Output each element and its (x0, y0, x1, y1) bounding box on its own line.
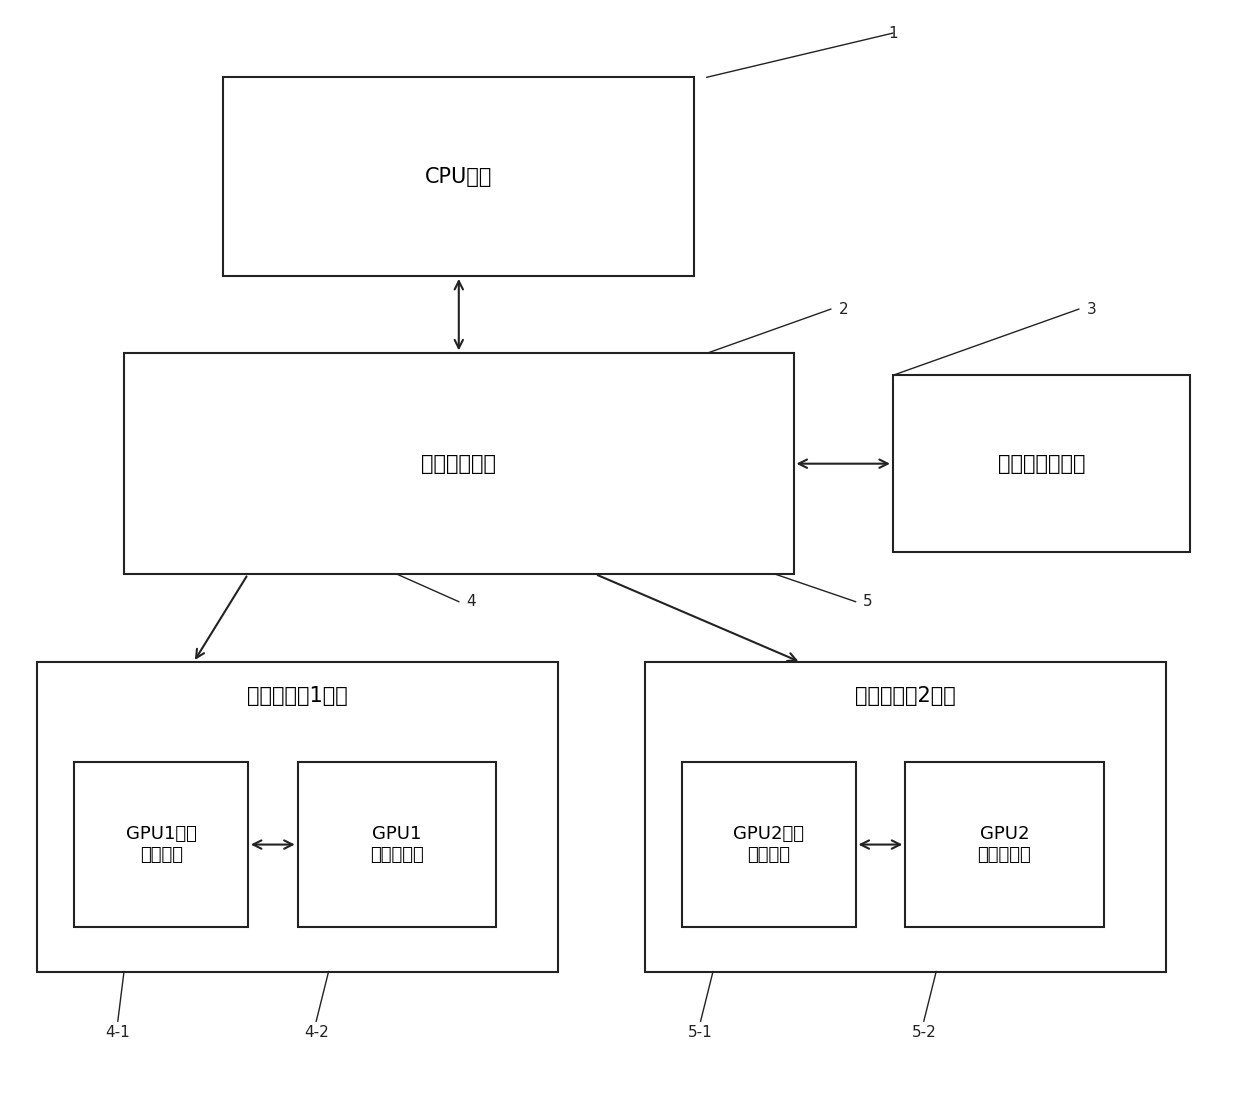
Text: 5: 5 (863, 594, 873, 609)
Text: 4-1: 4-1 (105, 1025, 130, 1040)
Text: 4: 4 (466, 594, 476, 609)
FancyBboxPatch shape (645, 662, 1166, 972)
FancyBboxPatch shape (298, 762, 496, 927)
Text: 2: 2 (838, 301, 848, 317)
Text: 5-1: 5-1 (688, 1025, 713, 1040)
FancyBboxPatch shape (893, 375, 1190, 552)
Text: GPU2模块
（设备）: GPU2模块 （设备） (733, 825, 805, 864)
Text: 5-2: 5-2 (911, 1025, 936, 1040)
Text: GPU1
存储器模块: GPU1 存储器模块 (370, 825, 424, 864)
Text: 北桥芯片单元: 北桥芯片单元 (422, 454, 496, 474)
FancyBboxPatch shape (682, 762, 856, 927)
FancyBboxPatch shape (124, 353, 794, 574)
Text: 图形适配器2单元: 图形适配器2单元 (854, 686, 956, 705)
Text: CPU单元: CPU单元 (425, 167, 492, 187)
FancyBboxPatch shape (905, 762, 1104, 927)
Text: 1: 1 (888, 25, 898, 41)
Text: 图形适配器1单元: 图形适配器1单元 (247, 686, 348, 705)
FancyBboxPatch shape (74, 762, 248, 927)
FancyBboxPatch shape (37, 662, 558, 972)
Text: 4-2: 4-2 (304, 1025, 329, 1040)
FancyBboxPatch shape (223, 77, 694, 276)
Text: 系统存储器单元: 系统存储器单元 (998, 454, 1085, 474)
Text: GPU2
存储器模块: GPU2 存储器模块 (977, 825, 1032, 864)
Text: 3: 3 (1086, 301, 1096, 317)
Text: GPU1模块
（设备）: GPU1模块 （设备） (125, 825, 197, 864)
